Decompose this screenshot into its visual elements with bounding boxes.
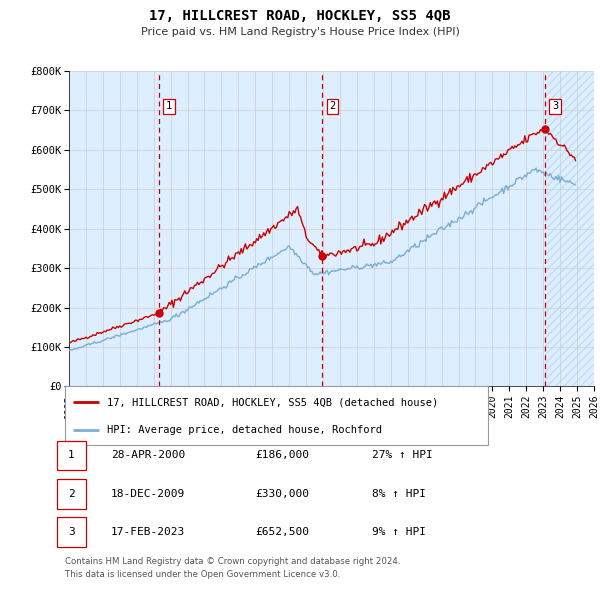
Bar: [545, 71, 594, 386]
Text: HPI: Average price, detached house, Rochford: HPI: Average price, detached house, Roch…: [107, 425, 382, 434]
Text: 17-FEB-2023: 17-FEB-2023: [111, 527, 185, 537]
Text: 1: 1: [166, 101, 172, 112]
Text: 8% ↑ HPI: 8% ↑ HPI: [372, 489, 426, 499]
Bar: [545, 71, 594, 386]
Text: 28-APR-2000: 28-APR-2000: [111, 451, 185, 460]
Text: 1: 1: [68, 451, 75, 460]
Text: £652,500: £652,500: [255, 527, 309, 537]
Bar: [69, 71, 159, 386]
Text: 3: 3: [68, 527, 75, 537]
Text: 18-DEC-2009: 18-DEC-2009: [111, 489, 185, 499]
FancyBboxPatch shape: [65, 386, 488, 445]
Text: £186,000: £186,000: [255, 451, 309, 460]
Text: 2: 2: [329, 101, 335, 112]
Text: 17, HILLCREST ROAD, HOCKLEY, SS5 4QB: 17, HILLCREST ROAD, HOCKLEY, SS5 4QB: [149, 9, 451, 23]
Text: 3: 3: [552, 101, 558, 112]
Text: This data is licensed under the Open Government Licence v3.0.: This data is licensed under the Open Gov…: [65, 571, 340, 579]
Bar: [322, 71, 545, 386]
Text: 17, HILLCREST ROAD, HOCKLEY, SS5 4QB (detached house): 17, HILLCREST ROAD, HOCKLEY, SS5 4QB (de…: [107, 398, 439, 407]
Text: Price paid vs. HM Land Registry's House Price Index (HPI): Price paid vs. HM Land Registry's House …: [140, 27, 460, 37]
Text: 9% ↑ HPI: 9% ↑ HPI: [372, 527, 426, 537]
Bar: [159, 71, 322, 386]
Text: £330,000: £330,000: [255, 489, 309, 499]
Text: 2: 2: [68, 489, 75, 499]
Text: 27% ↑ HPI: 27% ↑ HPI: [372, 451, 433, 460]
Text: Contains HM Land Registry data © Crown copyright and database right 2024.: Contains HM Land Registry data © Crown c…: [65, 558, 400, 566]
